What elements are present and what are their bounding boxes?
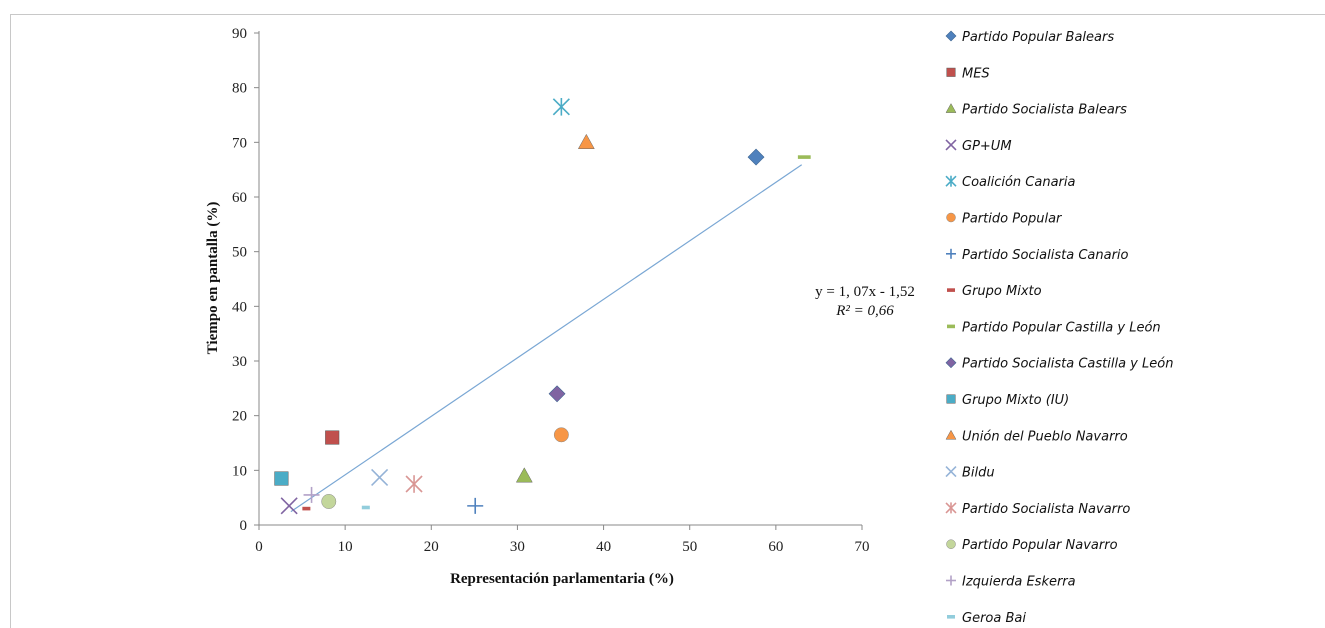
data-point — [321, 494, 337, 509]
data-point — [303, 486, 320, 503]
legend-label: Izquierda Eskerra — [962, 575, 1076, 590]
y-tick-label: 90 — [232, 26, 247, 42]
legend-label: GP+UM — [962, 139, 1012, 154]
legend-item: Partido Popular Navarro — [946, 538, 1118, 553]
legend-label: Partido Popular Balears — [962, 30, 1114, 45]
legend-item: Coalición Canaria — [945, 175, 1076, 190]
legend-item: Partido Socialista Canario — [946, 248, 1129, 263]
data-point — [361, 505, 370, 510]
y-tick-label: 0 — [240, 518, 248, 534]
trendline-path — [290, 164, 803, 513]
legend-item: Grupo Mixto — [947, 284, 1042, 299]
legend-item: Unión del Pueblo Navarro — [945, 429, 1128, 444]
x-tick-label: 60 — [768, 539, 783, 555]
data-point — [325, 430, 340, 445]
data-point — [405, 475, 423, 493]
x-tick-label: 20 — [424, 539, 439, 555]
data-points — [274, 98, 811, 515]
legend-label: Partido Socialista Navarro — [962, 502, 1130, 517]
y-tick-label: 40 — [232, 299, 247, 315]
chart-frame — [10, 14, 1325, 628]
y-tick-label: 50 — [232, 245, 247, 261]
legend-marker — [945, 139, 957, 151]
legend-label: Bildu — [962, 466, 995, 481]
data-point — [797, 155, 811, 159]
legend-marker — [947, 288, 955, 292]
legend-marker — [945, 429, 957, 440]
x-tick-label: 10 — [338, 539, 353, 555]
legend-item: Partido Socialista Navarro — [945, 502, 1130, 517]
legend-item: Partido Popular Castilla y León — [947, 320, 1161, 335]
trendline-equation: y = 1, 07x - 1,52 — [815, 284, 915, 300]
y-tick-label: 70 — [232, 135, 247, 151]
legend-marker — [946, 67, 956, 77]
legend-item: MES — [946, 66, 990, 81]
legend-label: Partido Popular — [962, 212, 1063, 227]
legend-marker — [945, 175, 957, 187]
legend-marker — [946, 575, 956, 586]
x-tick-label: 40 — [596, 539, 611, 555]
legend-marker — [946, 212, 956, 223]
trendline — [290, 164, 803, 513]
legend-item: Partido Socialista Balears — [945, 103, 1127, 118]
tick-labels: 0 10 20 30 40 50 60 70 0 10 20 30 40 50 60 70 80 90 — [232, 26, 870, 555]
legend-item: Bildu — [945, 466, 995, 481]
legend-item: Partido Popular — [946, 212, 1063, 227]
y-tick-label: 60 — [232, 190, 247, 206]
legend-marker — [945, 103, 957, 113]
legend-marker — [945, 466, 957, 478]
x-tick-label: 70 — [855, 539, 870, 555]
data-point — [553, 427, 569, 443]
legend-label: Geroa Bai — [962, 611, 1026, 626]
data-point — [274, 471, 289, 486]
data-point — [747, 148, 765, 166]
legend-marker — [946, 394, 956, 404]
legend-label: Partido Popular Navarro — [962, 538, 1118, 553]
x-axis-title: Representación parlamentaria (%) — [450, 571, 674, 587]
axes — [254, 31, 863, 530]
data-point — [280, 497, 298, 515]
legend: Partido Popular Balears MES Partido Social… — [945, 30, 1173, 626]
legend-label: Grupo Mixto — [962, 284, 1042, 299]
legend-item: Grupo Mixto (IU) — [946, 393, 1069, 408]
legend-label: Unión del Pueblo Navarro — [962, 429, 1128, 444]
legend-label: Coalición Canaria — [962, 175, 1076, 190]
legend-label: Partido Socialista Canario — [962, 248, 1129, 263]
y-tick-label: 20 — [232, 409, 247, 425]
legend-label: Partido Popular Castilla y León — [962, 320, 1161, 335]
data-point — [548, 385, 566, 403]
y-tick-label: 30 — [232, 354, 247, 370]
data-point — [515, 467, 533, 483]
data-point — [577, 133, 595, 149]
data-point — [552, 98, 570, 116]
legend-marker — [945, 502, 957, 514]
legend-marker — [945, 30, 957, 42]
legend-item: Partido Popular Balears — [945, 30, 1114, 45]
data-point — [371, 468, 389, 487]
legend-marker — [946, 539, 956, 549]
data-point — [467, 497, 484, 514]
legend-marker — [947, 615, 955, 619]
legend-item: Partido Socialista Castilla y León — [945, 357, 1173, 372]
trendline-r2: R² = 0,66 — [835, 303, 894, 319]
legend-item: GP+UM — [945, 139, 1012, 154]
legend-label: MES — [962, 66, 990, 81]
x-tick-label: 50 — [682, 539, 697, 555]
legend-label: Partido Socialista Castilla y León — [962, 357, 1173, 372]
legend-label: Grupo Mixto (IU) — [962, 393, 1069, 408]
legend-label: Partido Socialista Balears — [962, 103, 1127, 118]
legend-marker — [945, 357, 957, 369]
legend-marker — [947, 324, 955, 329]
y-tick-label: 80 — [232, 81, 247, 97]
legend-item: Geroa Bai — [947, 611, 1026, 626]
legend-item: Izquierda Eskerra — [946, 575, 1076, 590]
legend-marker — [946, 248, 956, 259]
y-axis-title: Tiempo en pantalla (%) — [205, 202, 221, 355]
data-point — [302, 506, 311, 511]
y-tick-label: 10 — [232, 463, 247, 479]
x-tick-label: 30 — [510, 539, 525, 555]
x-tick-label: 0 — [255, 539, 263, 555]
